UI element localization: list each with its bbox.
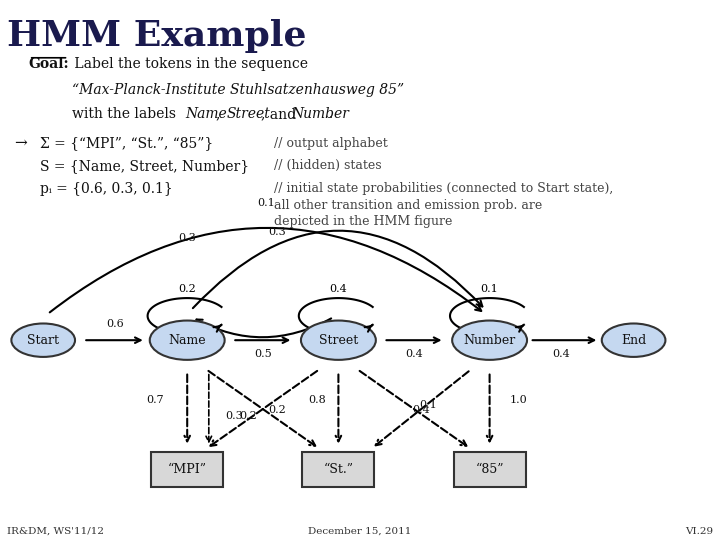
Text: Label the tokens in the sequence: Label the tokens in the sequence [70, 57, 308, 71]
FancyArrowPatch shape [193, 231, 482, 308]
Text: 0.5: 0.5 [254, 349, 271, 359]
FancyArrowPatch shape [533, 338, 594, 343]
Text: 0.1: 0.1 [481, 284, 498, 294]
FancyArrowPatch shape [210, 371, 318, 446]
Text: December 15, 2011: December 15, 2011 [308, 526, 412, 536]
FancyArrowPatch shape [376, 372, 469, 446]
Text: 0.3: 0.3 [269, 227, 286, 237]
Text: 0.1: 0.1 [258, 198, 275, 207]
FancyArrowPatch shape [86, 338, 140, 343]
FancyArrowPatch shape [336, 374, 341, 441]
Text: 1.0: 1.0 [510, 395, 527, 404]
Text: Start: Start [27, 334, 59, 347]
Text: Street: Street [227, 107, 271, 121]
Text: End: End [621, 334, 647, 347]
Text: with the labels: with the labels [72, 107, 181, 121]
FancyArrowPatch shape [50, 228, 481, 312]
Text: pᵢ = {0.6, 0.3, 0.1}: pᵢ = {0.6, 0.3, 0.1} [40, 182, 172, 196]
Text: 0.3: 0.3 [225, 411, 243, 421]
FancyArrowPatch shape [359, 371, 467, 446]
Text: 0.7: 0.7 [146, 395, 163, 404]
FancyArrowPatch shape [208, 371, 315, 446]
Text: 0.4: 0.4 [553, 349, 570, 359]
FancyBboxPatch shape [454, 453, 526, 487]
Text: Number: Number [292, 107, 349, 121]
Text: IR&DM, WS'11/12: IR&DM, WS'11/12 [7, 526, 104, 536]
Text: // (hidden) states: // (hidden) states [274, 159, 381, 172]
Text: 0.2: 0.2 [179, 284, 196, 294]
Text: 0.2: 0.2 [240, 411, 257, 421]
Text: 0.4: 0.4 [405, 349, 423, 359]
Text: // output alphabet: // output alphabet [274, 137, 387, 150]
FancyArrowPatch shape [197, 319, 331, 338]
FancyArrowPatch shape [387, 338, 439, 343]
Text: 0.1: 0.1 [420, 400, 437, 410]
Text: 0.4: 0.4 [330, 284, 347, 294]
Text: “St.”: “St.” [323, 463, 354, 476]
Text: // initial state probabilities (connected to Start state),: // initial state probabilities (connecte… [274, 182, 613, 195]
Text: , and: , and [261, 107, 300, 121]
Text: ,: , [216, 107, 225, 121]
Text: 0.8: 0.8 [308, 395, 325, 404]
Ellipse shape [150, 321, 225, 360]
FancyBboxPatch shape [302, 453, 374, 487]
Text: “Max-Planck-Institute Stuhlsatzenhausweg 85”: “Max-Planck-Institute Stuhlsatzenhausweg… [72, 83, 404, 97]
Text: S = {Name, Street, Number}: S = {Name, Street, Number} [40, 159, 248, 173]
Text: 0.4: 0.4 [413, 406, 430, 415]
Ellipse shape [12, 323, 75, 357]
FancyArrowPatch shape [184, 374, 190, 441]
Text: 0.3: 0.3 [179, 233, 196, 242]
Text: Name: Name [186, 107, 228, 121]
Text: 0.2: 0.2 [269, 406, 286, 415]
Text: Name: Name [168, 334, 206, 347]
Ellipse shape [452, 321, 527, 360]
Text: all other transition and emission prob. are: all other transition and emission prob. … [274, 199, 542, 212]
Text: Goal:: Goal: [29, 57, 69, 71]
FancyBboxPatch shape [151, 453, 223, 487]
Text: “85”: “85” [475, 463, 504, 476]
Text: Number: Number [464, 334, 516, 347]
Text: 0.6: 0.6 [107, 319, 124, 329]
Text: depicted in the HMM figure: depicted in the HMM figure [274, 215, 452, 228]
Text: Σ = {“MPI”, “St.”, “85”}: Σ = {“MPI”, “St.”, “85”} [40, 137, 213, 151]
FancyArrowPatch shape [206, 374, 212, 442]
Text: VI.29: VI.29 [685, 526, 713, 536]
Ellipse shape [301, 321, 376, 360]
Text: Street: Street [319, 334, 358, 347]
Ellipse shape [602, 323, 665, 357]
Text: .: . [329, 107, 333, 121]
Text: →: → [14, 137, 27, 151]
FancyArrowPatch shape [235, 338, 288, 343]
FancyArrowPatch shape [487, 374, 492, 441]
Text: “MPI”: “MPI” [168, 463, 207, 476]
Text: HMM Example: HMM Example [7, 19, 307, 53]
